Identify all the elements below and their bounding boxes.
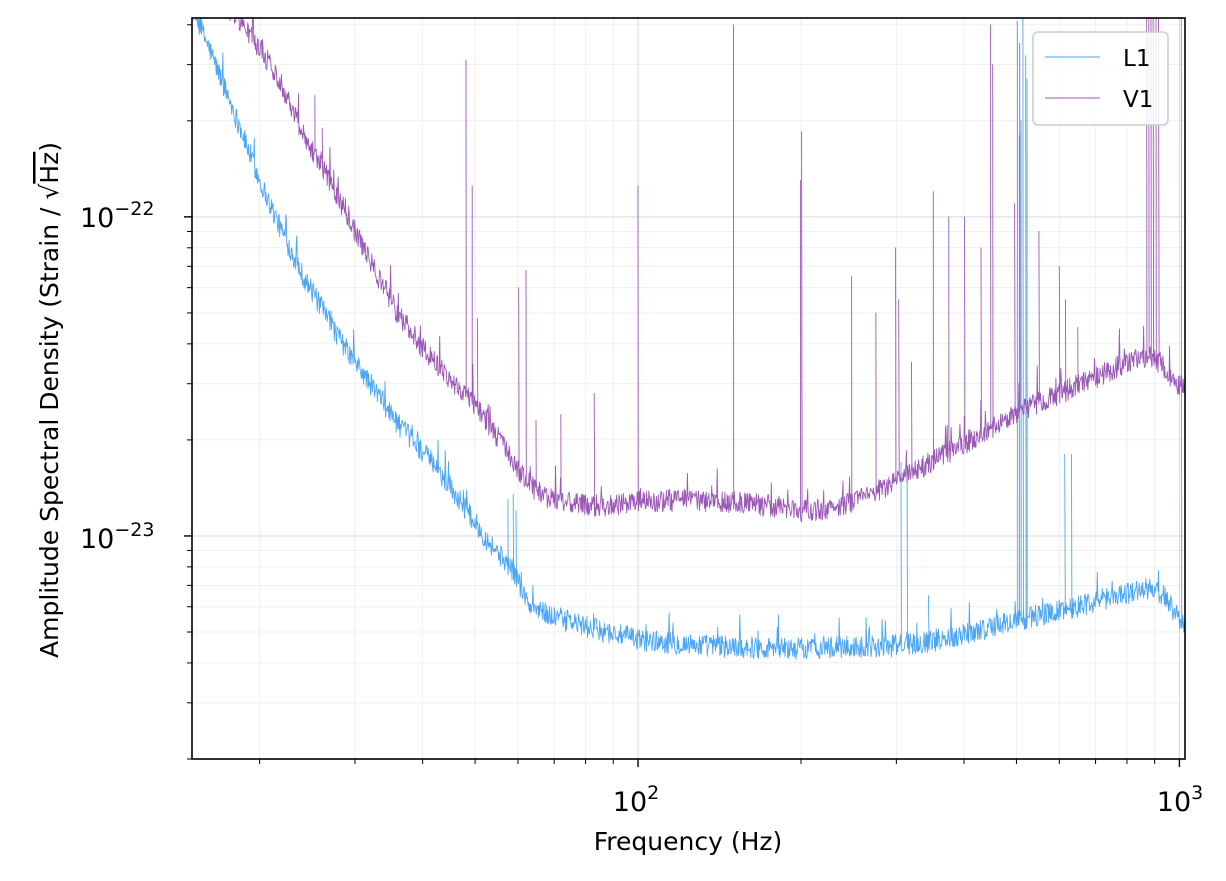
plot-frame (191, 17, 1186, 760)
y-axis-label-unit: Hz (35, 152, 64, 184)
y-axis-label: Amplitude Spectral Density (Strain / √Hz… (35, 142, 64, 658)
y-tick-label-1e-23: 10−23 (80, 519, 154, 555)
series-line-l1 (192, 18, 1185, 660)
y-tick-labels: 10−23 10−22 (80, 198, 154, 555)
x-tick-labels: 102 103 (613, 782, 1203, 818)
y-tick-label-1e-22: 10−22 (80, 198, 154, 234)
x-axis-label: Frequency (Hz) (594, 827, 783, 856)
legend-label-v1: V1 (1123, 87, 1153, 113)
svg-text:Amplitude Spectral Density (St: Amplitude Spectral Density (Strain / √Hz… (35, 142, 64, 658)
series-line-v1 (228, 18, 1185, 522)
legend: L1 V1 (1032, 31, 1169, 126)
y-axis-ticks (184, 24, 192, 760)
y-axis-label-prefix: Amplitude Spectral Density (Strain / (35, 200, 64, 658)
legend-box (1032, 31, 1169, 126)
series-layer (192, 18, 1185, 660)
legend-label-l1: L1 (1123, 46, 1150, 72)
y-axis-label-root: √ (35, 184, 64, 200)
x-axis-ticks (259, 759, 1181, 767)
x-tick-label-1000: 103 (1157, 782, 1203, 818)
x-tick-label-100: 102 (613, 782, 659, 818)
y-axis-label-suffix: ) (35, 142, 64, 152)
